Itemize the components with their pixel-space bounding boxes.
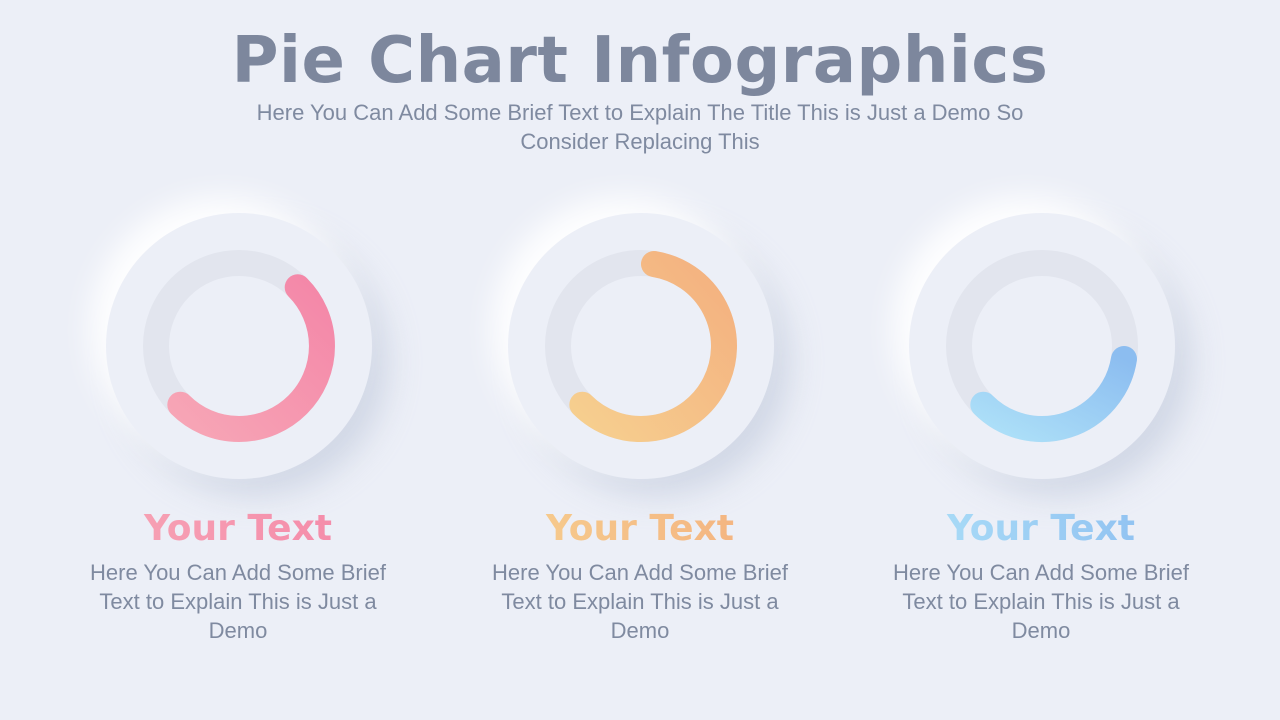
ring-arc xyxy=(167,274,335,442)
progress-ring xyxy=(143,250,335,442)
pie-card-3: Your Text Here You Can Add Some Brief Te… xyxy=(891,200,1191,660)
ring-arc xyxy=(569,251,737,442)
progress-dial xyxy=(106,213,372,479)
progress-ring xyxy=(545,250,737,442)
card-title: Your Text xyxy=(490,508,790,549)
page-subtitle: Here You Can Add Some Brief Text to Expl… xyxy=(256,100,1024,154)
pie-card-1: Your Text Here You Can Add Some Brief Te… xyxy=(88,200,388,660)
pie-card-2: Your Text Here You Can Add Some Brief Te… xyxy=(490,200,790,660)
card-title: Your Text xyxy=(88,508,388,549)
ring-arc xyxy=(970,345,1137,442)
progress-ring xyxy=(946,250,1138,442)
card-description: Here You Can Add Some Brief Text to Expl… xyxy=(90,560,386,643)
page-title: Pie Chart Infographics xyxy=(231,24,1049,98)
progress-dial xyxy=(508,213,774,479)
progress-dial xyxy=(909,213,1175,479)
card-description: Here You Can Add Some Brief Text to Expl… xyxy=(492,560,788,643)
card-title: Your Text xyxy=(891,508,1191,549)
card-description: Here You Can Add Some Brief Text to Expl… xyxy=(893,560,1189,643)
